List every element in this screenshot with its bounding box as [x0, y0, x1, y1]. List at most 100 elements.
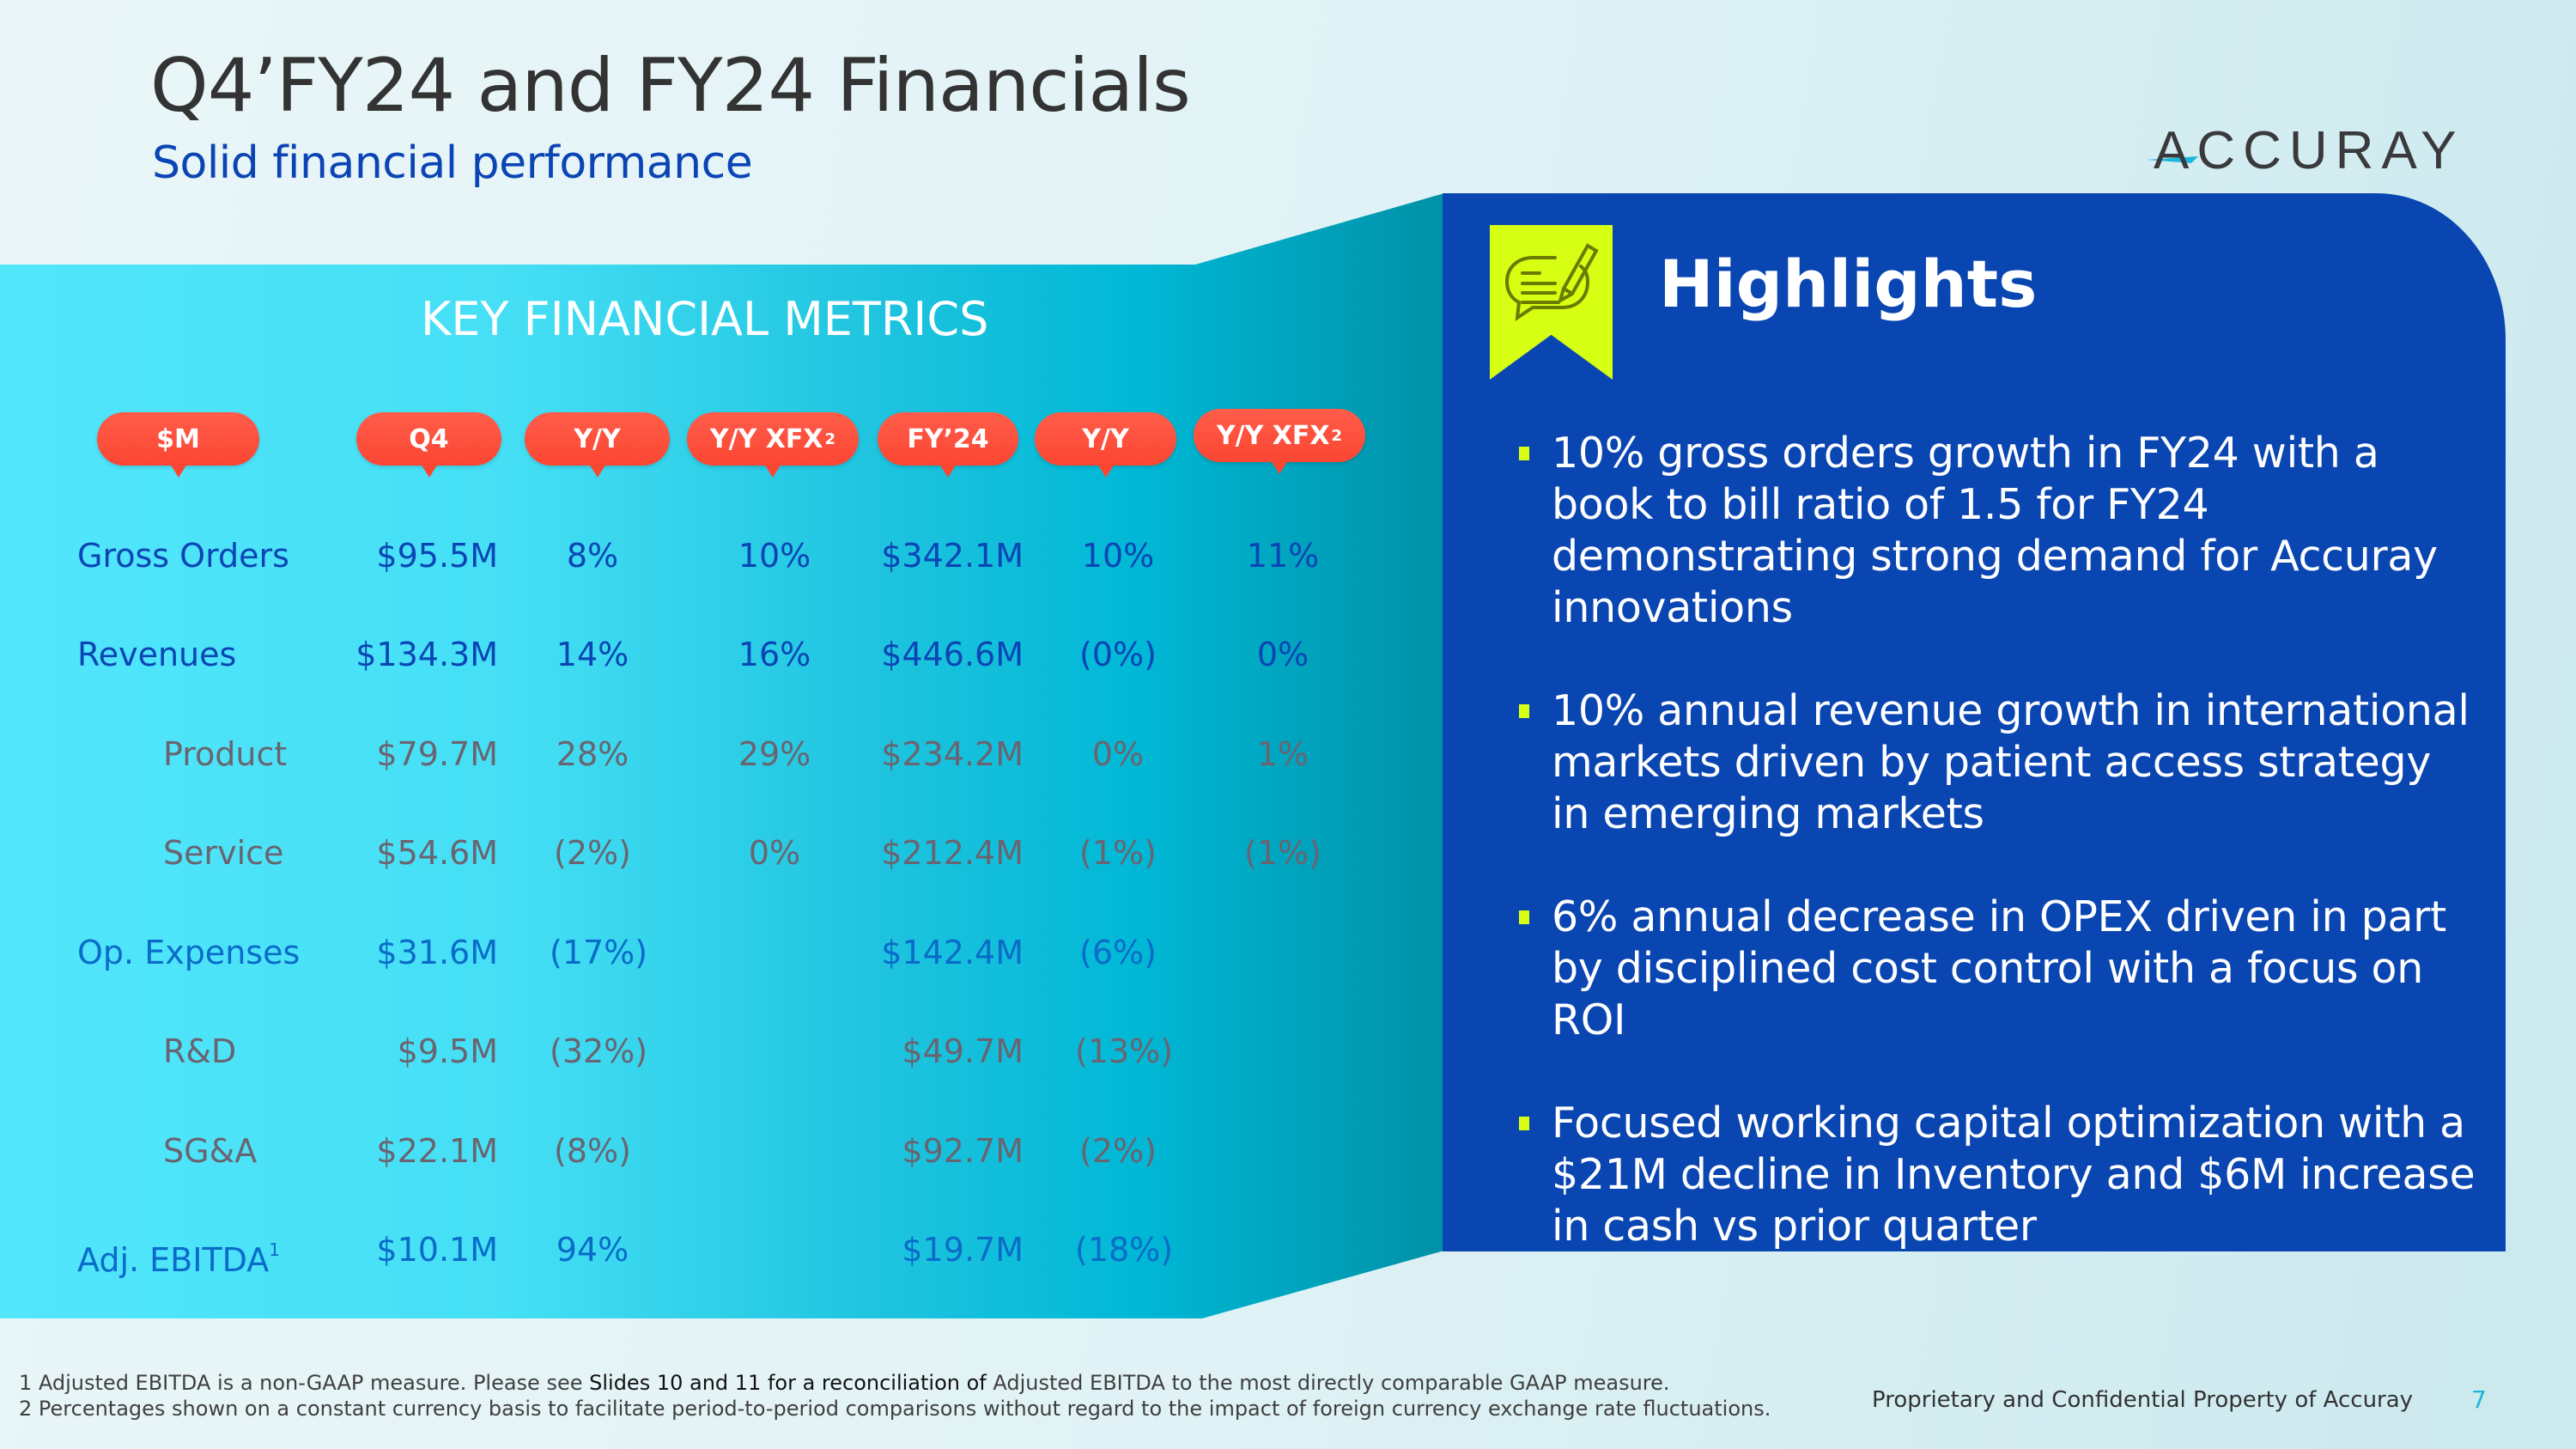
- table-row-revenues: Revenues $134.3M 14% 16% $446.6M (0%) 0%: [0, 629, 1408, 680]
- fy-value: $49.7M: [902, 1032, 1024, 1070]
- column-header-q4-yy-xfx: Y/Y XFX 2: [687, 412, 859, 478]
- key-metrics-title: KEY FINANCIAL METRICS: [421, 292, 989, 346]
- q4-value: $31.6M: [376, 934, 498, 971]
- row-label: SG&A: [163, 1132, 258, 1170]
- q4-yy: (2%): [554, 834, 631, 872]
- fy-value: $212.4M: [881, 834, 1024, 872]
- fy-yy-xfx: 11%: [1246, 537, 1320, 575]
- q4-yy: 28%: [556, 735, 629, 773]
- q4-value: $134.3M: [355, 636, 498, 673]
- column-header-label: FY’24: [907, 423, 989, 454]
- row-label: Revenues: [77, 636, 237, 673]
- row-label: R&D: [163, 1032, 237, 1070]
- column-header-unit: $M: [97, 412, 259, 478]
- q4-value: $95.5M: [376, 537, 498, 575]
- column-header-fy24: FY’24: [878, 412, 1018, 478]
- column-header-label: Y/Y XFX: [709, 423, 823, 454]
- row-label: Adj. EBITDA1: [77, 1224, 280, 1286]
- table-row-sga: SG&A $22.1M (8%) $92.7M (2%): [0, 1125, 1408, 1177]
- page-subtitle: Solid financial performance: [152, 137, 753, 189]
- footnote-2: 2 Percentages shown on a constant curren…: [19, 1397, 1771, 1421]
- q4-yy: (17%): [550, 934, 648, 971]
- fy-yy-xfx: (1%): [1244, 834, 1321, 872]
- q4-value: $54.6M: [376, 834, 498, 872]
- highlight-text: 10% annual revenue growth in internation…: [1552, 686, 2470, 838]
- q4-yy: (8%): [554, 1132, 631, 1170]
- highlights-list: 10% gross orders growth in FY24 with a b…: [1516, 428, 2477, 1304]
- q4-yy-xfx: 29%: [738, 735, 811, 773]
- fy-yy: (0%): [1079, 636, 1157, 673]
- footnote-link-text: Slides 10 and 11 for a reconciliation of: [589, 1371, 987, 1395]
- highlights-ribbon: [1490, 225, 1613, 380]
- fy-value: $234.2M: [881, 735, 1024, 773]
- footnotes: 1 Adjusted EBITDA is a non-GAAP measure.…: [19, 1370, 1771, 1422]
- q4-yy-xfx: 10%: [738, 537, 811, 575]
- confidentiality-notice: Proprietary and Confidential Property of…: [1872, 1387, 2414, 1413]
- page-title: Q4’FY24 and FY24 Financials: [150, 43, 1191, 129]
- fy-yy-xfx: 1%: [1256, 735, 1309, 773]
- footnote-marker: 1: [269, 1239, 280, 1260]
- bullet-square-icon: [1519, 704, 1529, 718]
- table-row-adj-ebitda: Adj. EBITDA1 $10.1M 94% $19.7M (18%): [0, 1224, 1408, 1279]
- logo-text: ACCURAY: [2154, 121, 2464, 180]
- column-header-q4: Q4: [356, 412, 501, 478]
- q4-value: $22.1M: [376, 1132, 498, 1170]
- table-row-service: Service $54.6M (2%) 0% $212.4M (1%) (1%): [0, 827, 1408, 879]
- q4-yy: 8%: [566, 537, 619, 575]
- accuray-logo: ACCURAY: [2147, 121, 2464, 180]
- row-label: Product: [163, 735, 288, 773]
- q4-yy: (32%): [550, 1032, 648, 1070]
- row-label: Op. Expenses: [77, 934, 301, 971]
- table-row-product: Product $79.7M 28% 29% $234.2M 0% 1%: [0, 728, 1408, 780]
- highlight-item: 6% annual decrease in OPEX driven in par…: [1516, 892, 2477, 1046]
- column-header-label: Y/Y XFX: [1216, 420, 1330, 451]
- row-label: Service: [163, 834, 284, 872]
- fy-value: $19.7M: [902, 1231, 1024, 1269]
- column-header-label: Y/Y: [1082, 423, 1129, 454]
- fy-value: $446.6M: [881, 636, 1024, 673]
- column-header-fy-yy-xfx: Y/Y XFX 2: [1194, 409, 1365, 474]
- table-row-op-expenses: Op. Expenses $31.6M (17%) $142.4M (6%): [0, 927, 1408, 978]
- footnote-1: 1 Adjusted EBITDA is a non-GAAP measure.…: [19, 1370, 1771, 1396]
- table-row-gross-orders: Gross Orders $95.5M 8% 10% $342.1M 10% 1…: [0, 530, 1408, 581]
- chat-pencil-icon: [1504, 243, 1599, 322]
- q4-value: $10.1M: [376, 1231, 498, 1269]
- fy-yy: (2%): [1079, 1132, 1157, 1170]
- fy-value: $142.4M: [881, 934, 1024, 971]
- q4-yy-xfx: 0%: [748, 834, 801, 872]
- footnote-text: 1 Adjusted EBITDA is a non-GAAP measure.…: [19, 1371, 590, 1395]
- column-header-fy-yy: Y/Y: [1035, 412, 1176, 478]
- bullet-square-icon: [1519, 1117, 1529, 1130]
- footnote-text: Adjusted EBITDA to the most directly com…: [986, 1371, 1670, 1395]
- q4-yy-xfx: 16%: [738, 636, 811, 673]
- row-label-text: Adj. EBITDA: [77, 1241, 270, 1279]
- fy-yy: (18%): [1075, 1231, 1174, 1269]
- highlight-item: Focused working capital optimization wit…: [1516, 1098, 2477, 1252]
- fy-yy: (6%): [1079, 934, 1157, 971]
- footnote-marker: 2: [1331, 426, 1343, 445]
- highlights-panel: [1443, 193, 2506, 1251]
- table-row-rnd: R&D $9.5M (32%) $49.7M (13%): [0, 1026, 1408, 1077]
- fy-yy-xfx: 0%: [1256, 636, 1309, 673]
- highlight-item: 10% annual revenue growth in internation…: [1516, 685, 2477, 840]
- footnote-marker: 2: [824, 429, 836, 448]
- key-metrics-panel: [0, 193, 1444, 1318]
- bullet-square-icon: [1519, 910, 1529, 924]
- q4-yy: 14%: [556, 636, 629, 673]
- row-label: Gross Orders: [77, 537, 289, 575]
- q4-value: $9.5M: [397, 1032, 498, 1070]
- fy-yy: 0%: [1091, 735, 1145, 773]
- column-header-label: Q4: [409, 423, 449, 454]
- highlight-item: 10% gross orders growth in FY24 with a b…: [1516, 428, 2477, 634]
- highlights-title: Highlights: [1659, 246, 2038, 322]
- fy-yy: (1%): [1079, 834, 1157, 872]
- highlight-text: 10% gross orders growth in FY24 with a b…: [1552, 429, 2438, 632]
- fy-value: $342.1M: [881, 537, 1024, 575]
- fy-value: $92.7M: [902, 1132, 1024, 1170]
- fy-yy: 10%: [1081, 537, 1155, 575]
- logo-swoosh-icon: [2147, 156, 2198, 163]
- bullet-square-icon: [1519, 447, 1529, 460]
- column-header-q4-yy: Y/Y: [525, 412, 670, 478]
- page-number: 7: [2471, 1385, 2487, 1414]
- q4-value: $79.7M: [376, 735, 498, 773]
